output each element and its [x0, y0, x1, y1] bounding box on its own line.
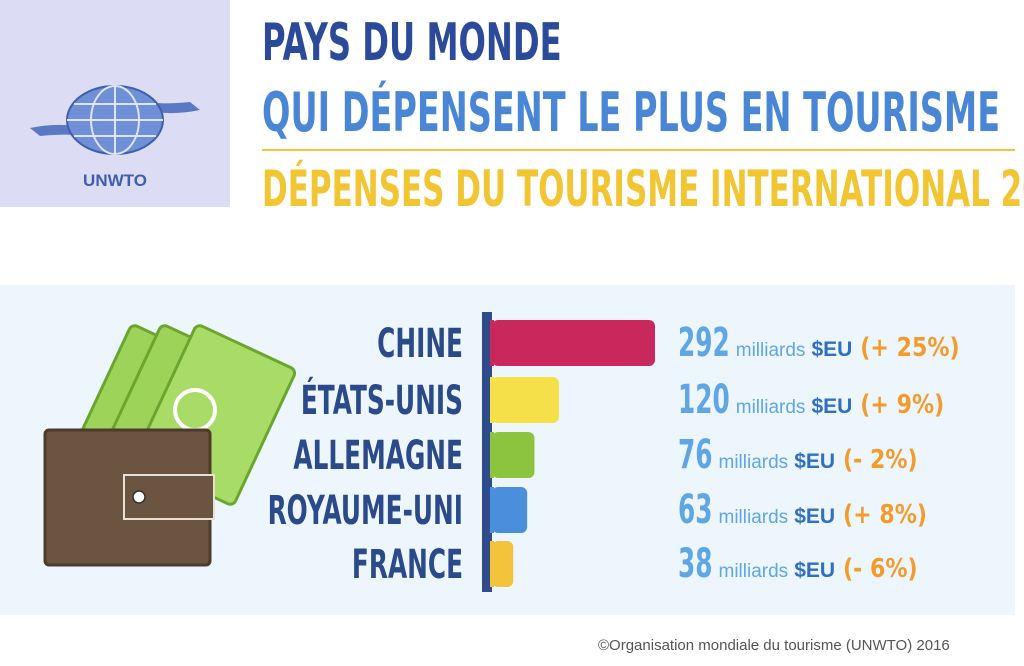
bar-base — [490, 377, 494, 423]
category-label: ÉTATS-UNIS — [301, 376, 463, 424]
change-label: (+ 8%) — [843, 499, 927, 529]
category-label: CHINE — [377, 320, 463, 367]
value-label: 292 — [678, 319, 730, 366]
unit-label: milliards — [719, 452, 789, 473]
unit-label: milliards — [736, 340, 806, 361]
bar — [492, 377, 559, 423]
currency-label: $EU — [811, 338, 852, 361]
unit-label: milliards — [719, 561, 789, 582]
chart-subtitle: QUI DÉPENSENT LE PLUS EN TOURISME — [262, 81, 1000, 145]
change-label: (- 6%) — [843, 553, 918, 583]
value-label: 76 — [678, 431, 713, 478]
bar-axis — [482, 312, 492, 592]
bar — [492, 541, 514, 587]
logo-emblem — [30, 85, 200, 155]
wallet-illustration — [43, 324, 297, 567]
currency-label: $EU — [811, 395, 852, 418]
currency-label: $EU — [794, 505, 835, 528]
bar-base — [490, 432, 494, 478]
bar-base — [490, 487, 494, 533]
footer: ©Organisation mondiale du tourisme (UNWT… — [598, 637, 950, 654]
bar — [492, 487, 528, 533]
bar — [492, 320, 655, 366]
bar-base — [490, 320, 494, 366]
unit-label: milliards — [736, 397, 806, 418]
unit-label: milliards — [719, 507, 789, 528]
category-label: ROYAUME-UNI — [268, 487, 463, 534]
change-label: (+ 9%) — [860, 389, 944, 419]
change-label: (- 2%) — [843, 444, 918, 474]
bar-base — [490, 541, 494, 587]
chart-title: PAYS DU MONDE — [262, 13, 562, 73]
currency-label: $EU — [794, 559, 835, 582]
logo-label: UNWTO — [83, 171, 147, 190]
value-label: 63 — [678, 486, 713, 533]
currency-label: $EU — [794, 450, 835, 473]
category-label: ALLEMAGNE — [293, 432, 463, 479]
chart-caption: DÉPENSES DU TOURISME INTERNATIONAL 2015 — [262, 159, 1024, 218]
change-label: (+ 25%) — [860, 332, 959, 362]
bar — [492, 432, 535, 478]
value-label: 38 — [678, 540, 713, 587]
value-label: 120 — [678, 376, 730, 423]
category-label: FRANCE — [352, 541, 463, 588]
